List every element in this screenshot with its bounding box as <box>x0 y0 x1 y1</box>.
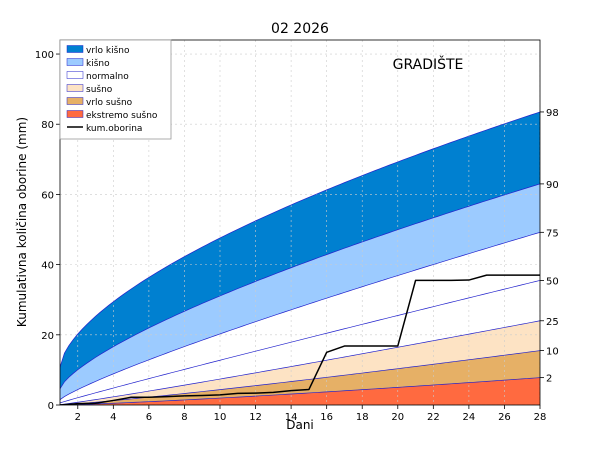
band-1 <box>60 183 540 400</box>
legend-label-4: vrlo sušno <box>86 97 133 108</box>
y-tick-label-4: 80 <box>41 120 54 131</box>
legend-label-2: normalno <box>86 72 129 82</box>
percentile-line-90 <box>60 183 540 390</box>
percentile-line-10 <box>60 350 540 405</box>
legend-label-1: kišno <box>86 58 110 69</box>
chart-title: 02 2026 <box>271 21 329 37</box>
y-axis-label: Kumulativna količina oborine (mm) <box>15 117 29 327</box>
percentile-label-10: 10 <box>546 347 559 358</box>
x-tick-label-10: 22 <box>427 412 440 423</box>
x-tick-label-6: 14 <box>285 412 298 423</box>
x-tick-label-12: 26 <box>498 412 511 423</box>
percentile-labels: 98 90 75 50 25 10 2 <box>540 108 559 385</box>
legend-swatch-1 <box>66 58 84 66</box>
percentile-label-98: 98 <box>546 108 559 119</box>
legend-swatch-4 <box>66 97 84 105</box>
band-4 <box>60 350 540 405</box>
plot-frame <box>59 39 541 406</box>
legend: vrlo kišno kišno normalno sušno vrlo sušno ek… <box>59 39 172 140</box>
band-layer <box>60 111 540 405</box>
kum-oborina-line <box>60 274 540 405</box>
legend-swatch-2 <box>66 71 84 79</box>
percentile-label-75: 75 <box>546 228 559 239</box>
band-5 <box>60 377 540 405</box>
x-tick-label-9: 20 <box>391 412 404 423</box>
x-tick-label-5: 12 <box>249 412 262 423</box>
percentile-label-2: 2 <box>546 374 552 385</box>
percentile-line-98 <box>60 111 540 368</box>
y-axis: 0 20 40 60 80 100 <box>35 50 60 412</box>
percentile-label-50: 50 <box>546 276 559 287</box>
x-tick-label-3: 8 <box>181 412 187 423</box>
y-tick-label-3: 60 <box>41 190 54 201</box>
legend-label-6: kum.oborina <box>86 124 142 134</box>
x-tick-label-7: 16 <box>320 412 333 423</box>
x-tick-label-4: 10 <box>214 412 227 423</box>
percentile-line-25 <box>60 320 540 405</box>
percentile-label-90: 90 <box>546 180 559 191</box>
legend-swatch-5 <box>66 110 84 118</box>
legend-label-5: ekstremo sušno <box>86 110 158 121</box>
x-tick-label-13: 28 <box>534 412 547 423</box>
x-tick-label-2: 6 <box>146 412 152 423</box>
kum-oborina-layer <box>60 274 540 405</box>
y-tick-label-1: 20 <box>41 331 54 342</box>
percentile-line-75 <box>60 231 540 401</box>
legend-swatch-3 <box>66 84 84 92</box>
percentile-line-layer <box>60 111 540 405</box>
x-axis-label: Dani <box>286 418 314 432</box>
percentile-line-2 <box>60 377 540 405</box>
x-tick-label-0: 2 <box>75 412 81 423</box>
legend-swatch-0 <box>66 45 84 53</box>
station-name: GRADIŠTE <box>393 55 464 73</box>
legend-label-3: sušno <box>86 84 113 95</box>
y-tick-label-5: 100 <box>35 50 54 61</box>
x-tick-label-11: 24 <box>463 412 476 423</box>
x-tick-label-1: 4 <box>110 412 116 423</box>
x-tick-label-8: 18 <box>356 412 369 423</box>
y-tick-label-0: 0 <box>48 401 54 412</box>
x-axis: 2 4 6 8 10 12 14 16 18 20 22 24 26 28 <box>75 405 547 423</box>
band-0 <box>60 111 540 389</box>
band-2 <box>60 232 540 405</box>
y-tick-label-2: 40 <box>41 261 54 272</box>
percentile-line-50 <box>60 280 540 404</box>
percentile-label-25: 25 <box>546 317 559 328</box>
legend-label-0: vrlo kišno <box>86 45 130 56</box>
